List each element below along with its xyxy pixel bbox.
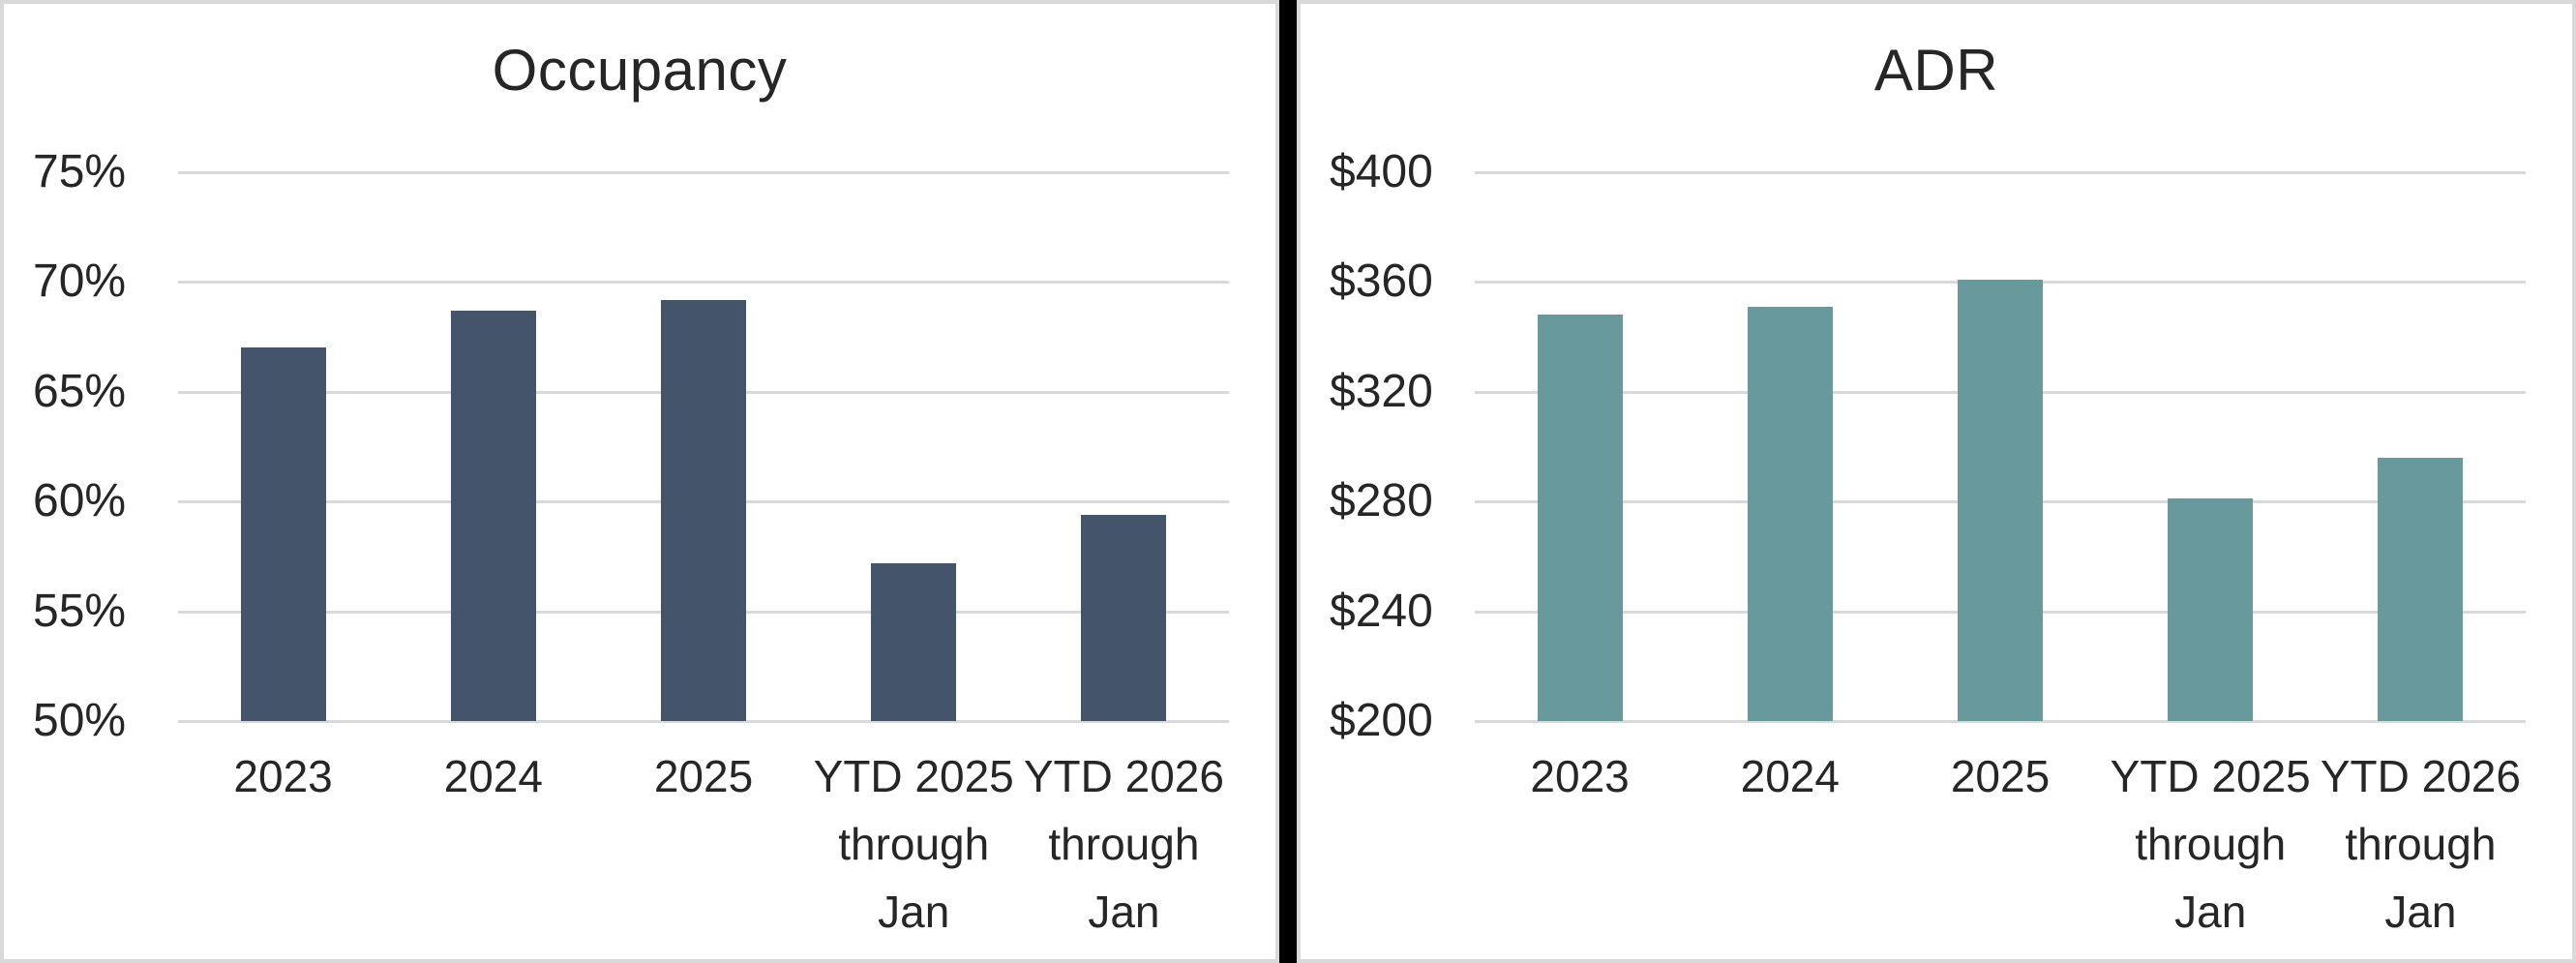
gridline [178,171,1229,174]
bar-ytd-2025 [871,562,957,721]
bar-slot [388,172,598,721]
gridline [178,720,1229,723]
x-axis: 2023 2024 2025 YTD 2025 through Jan YTD 2026… [4,742,1275,946]
gridline [178,281,1229,285]
bar-2023 [1537,315,1623,721]
x-axis: 2023 2024 2025 YTD 2025 through Jan YTD 2026… [1301,742,2572,946]
adr-chart: $400 $360 $320 $280 $240 $200 [1301,146,2572,746]
x-axis-category-label: 2023 [1530,751,1630,801]
bar-slot [809,172,1019,721]
x-axis-category-label: YTD 2025 through Jan [2110,751,2311,937]
occupancy-chart-panel: Occupancy 75% 70% 65% 60% 55% 50% 2023 2024 202… [0,0,1279,963]
y-axis: $400 $360 $320 $280 $240 $200 [1330,146,1475,746]
gridline [1475,720,2526,723]
bar-slot [1475,172,1685,721]
x-axis-category-label: 2023 [233,751,333,801]
x-axis-category-label: 2024 [1740,751,1840,801]
y-axis-tick-label: $280 [1330,475,1433,527]
bar-2024 [450,310,536,721]
bar-slot [1019,172,1229,721]
y-axis-tick-label: 65% [33,365,127,417]
gridline [1475,171,2526,174]
bar-ytd-2026 [1081,514,1167,721]
bar-2025 [1958,279,2043,721]
bar-slot [2106,172,2316,721]
bar-ytd-2026 [2378,457,2464,721]
plot-area [178,171,1229,723]
y-axis-tick-label: 50% [33,695,127,746]
bar-2025 [661,299,746,721]
x-axis-category-label: 2025 [1950,751,2051,801]
y-axis-tick-label: $240 [1330,585,1433,637]
x-axis-category-label: YTD 2026 through Jan [1023,751,1224,937]
bar-slot [178,172,388,721]
bars-group [1475,172,2526,721]
bar-ytd-2025 [2168,498,2254,721]
bars-group [178,172,1229,721]
y-axis-tick-label: $320 [1330,365,1433,417]
bar-2023 [240,347,326,721]
chart-title: ADR [1873,38,1999,103]
x-axis-category-label: YTD 2026 through Jan [2320,751,2521,937]
y-axis-tick-label: $200 [1330,695,1433,746]
y-axis-tick-label: $400 [1330,146,1433,197]
bar-slot [1895,172,2105,721]
y-axis-tick-label: 70% [33,256,127,308]
x-axis-category-label: 2025 [653,751,754,801]
y-axis-tick-label: 55% [33,585,127,637]
x-axis-category-label: 2024 [443,751,543,801]
y-axis-tick-label: 75% [33,146,127,197]
x-axis-category-label: YTD 2025 through Jan [813,751,1014,937]
bar-slot [1685,172,1895,721]
adr-chart-panel: ADR $400 $360 $320 $280 $240 $200 2023 2024 202… [1297,0,2576,963]
occupancy-chart: 75% 70% 65% 60% 55% 50% [4,146,1275,746]
y-axis: 75% 70% 65% 60% 55% 50% [33,146,178,746]
bar-2024 [1747,306,1833,721]
bar-slot [2316,172,2526,721]
y-axis-tick-label: 60% [33,475,127,527]
panel-divider [1279,0,1297,963]
chart-title: Occupancy [492,38,788,103]
y-axis-tick-label: $360 [1330,256,1433,308]
plot-area [1475,171,2526,723]
bar-slot [598,172,808,721]
